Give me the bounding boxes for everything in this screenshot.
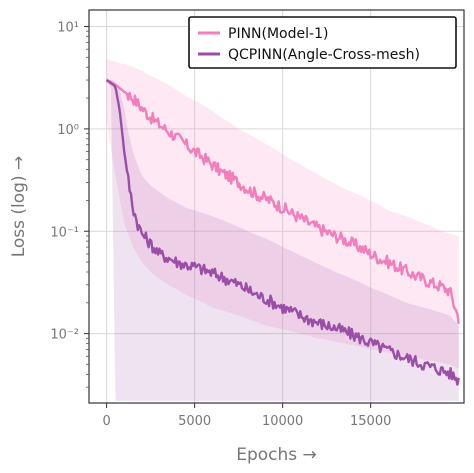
- y-tick-label: 10¹: [57, 21, 79, 36]
- grid-lines: [89, 10, 464, 403]
- y-axis-label: Loss (log) →: [9, 156, 29, 258]
- qcpinn-range-band: [106, 78, 459, 401]
- y-tick-label: 10⁻²: [50, 328, 79, 343]
- legend-label-qcpinn: QCPINN(Angle-Cross-mesh): [228, 47, 420, 63]
- pinn-line: [106, 78, 460, 325]
- y-tick-label: 10⁰: [57, 123, 79, 138]
- pinn-range-band: [106, 59, 459, 370]
- y-tick-label: 10⁻¹: [50, 225, 79, 240]
- series-lines: [105, 78, 460, 386]
- x-tick-label: 0: [102, 414, 110, 429]
- legend-label-pinn: PINN(Model-1): [228, 26, 328, 42]
- legend-box: [188, 16, 457, 69]
- x-tick-label: 10000: [262, 414, 303, 429]
- x-tick-label: 15000: [350, 414, 391, 429]
- plot-frame: [88, 9, 465, 404]
- qcpinn-line: [105, 79, 460, 386]
- axis-ticks: 0 5000 10000 15000 10⁻² 10⁻¹ 10⁰ 10¹: [50, 21, 391, 429]
- x-tick-label: 5000: [178, 414, 211, 429]
- range-bands: [106, 59, 459, 401]
- legend: PINN(Model-1) QCPINN(Angle-Cross-mesh): [188, 16, 457, 69]
- x-axis-label: Epochs →: [236, 445, 317, 465]
